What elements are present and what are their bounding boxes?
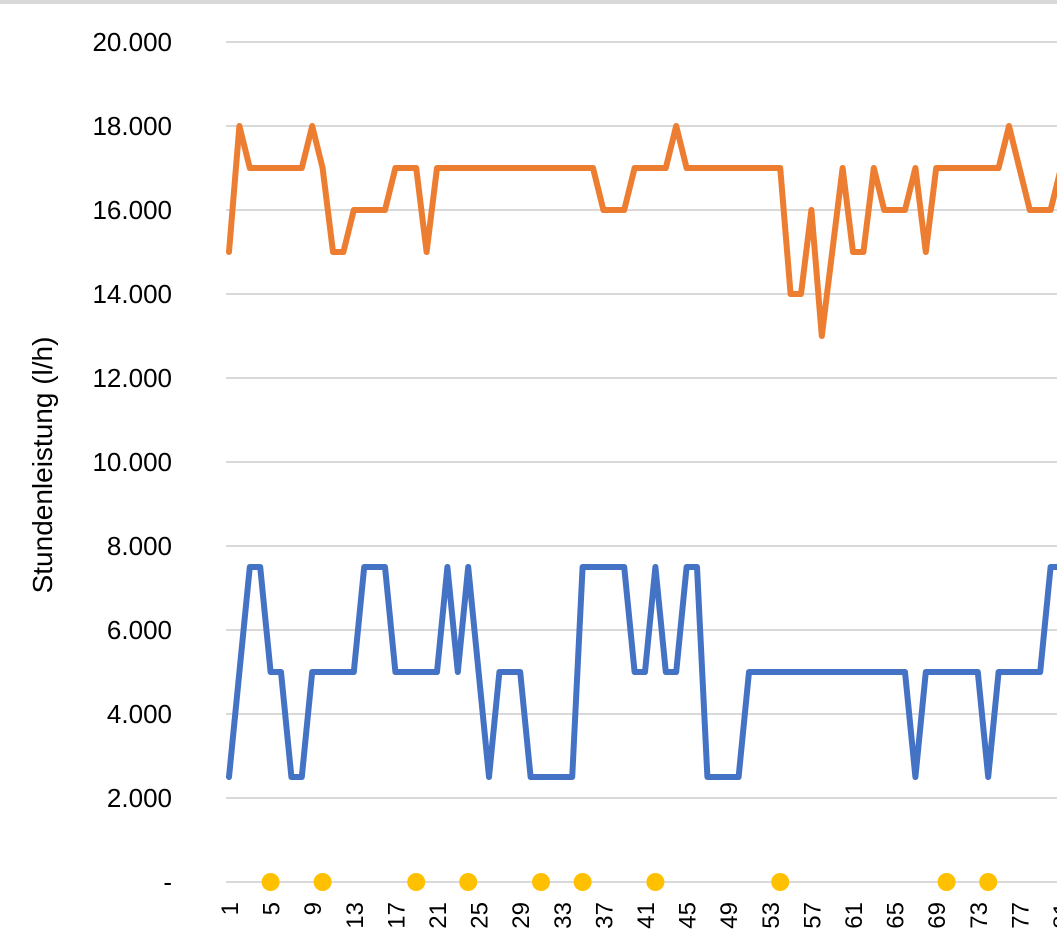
- marker-points: [261, 873, 998, 891]
- x-tick-label: 29: [508, 902, 535, 929]
- x-tick-label: 65: [883, 902, 910, 929]
- marker-point: [407, 873, 426, 891]
- x-tick-label: 81: [1049, 902, 1057, 929]
- x-axis-ticks: 1 5 9 13 17 21 25 29 33 37 41 45 49 53 57 61 65 69 73 77 81: [217, 902, 1057, 929]
- x-tick-label: 17: [383, 902, 410, 929]
- x-tick-label: 33: [550, 902, 577, 929]
- marker-point: [937, 873, 956, 891]
- x-tick-label: 45: [675, 902, 702, 929]
- marker-point: [532, 873, 550, 891]
- y-tick-label: 8.000: [107, 531, 172, 561]
- y-tick-label: 18.000: [92, 111, 172, 141]
- marker-point: [573, 873, 592, 891]
- x-tick-label: 57: [799, 902, 826, 929]
- x-tick-label: 21: [425, 902, 452, 929]
- y-tick-label: 20.000: [92, 27, 172, 57]
- y-tick-label: 12.000: [92, 363, 172, 393]
- marker-point: [771, 873, 790, 891]
- x-tick-label: 53: [758, 902, 785, 929]
- y-tick-label: -: [163, 867, 172, 897]
- y-tick-label: 6.000: [107, 615, 172, 645]
- x-tick-label: 61: [841, 902, 868, 929]
- series-line-1: [226, 123, 1057, 339]
- y-tick-label: 4.000: [107, 699, 172, 729]
- marker-point: [979, 873, 998, 891]
- x-tick-label: 13: [342, 902, 369, 929]
- x-tick-label: 1: [217, 902, 244, 915]
- series-line-2: [226, 564, 1057, 780]
- x-tick-label: 69: [924, 902, 951, 929]
- x-tick-label: 37: [591, 902, 618, 929]
- x-tick-label: 41: [633, 902, 660, 929]
- marker-point: [459, 873, 478, 891]
- x-tick-label: 73: [966, 902, 993, 929]
- x-tick-label: 9: [300, 902, 327, 915]
- series-lines: [226, 123, 1057, 780]
- y-tick-label: 2.000: [107, 783, 172, 813]
- x-tick-label: 25: [467, 902, 494, 929]
- marker-point: [313, 873, 332, 891]
- x-tick-label: 49: [716, 902, 743, 929]
- marker-point: [261, 873, 280, 891]
- y-axis-label: Stundenleistung (l/h): [27, 337, 58, 594]
- marker-point: [646, 873, 665, 891]
- y-tick-label: 16.000: [92, 195, 172, 225]
- top-border: [0, 0, 1057, 4]
- y-axis-ticks: - 2.000 4.000 6.000 8.000 10.000 12.000 14.000 1…: [92, 27, 172, 897]
- x-tick-label: 77: [1007, 902, 1034, 929]
- y-tick-label: 14.000: [92, 279, 172, 309]
- x-tick-label: 5: [259, 902, 286, 915]
- y-tick-label: 10.000: [92, 447, 172, 477]
